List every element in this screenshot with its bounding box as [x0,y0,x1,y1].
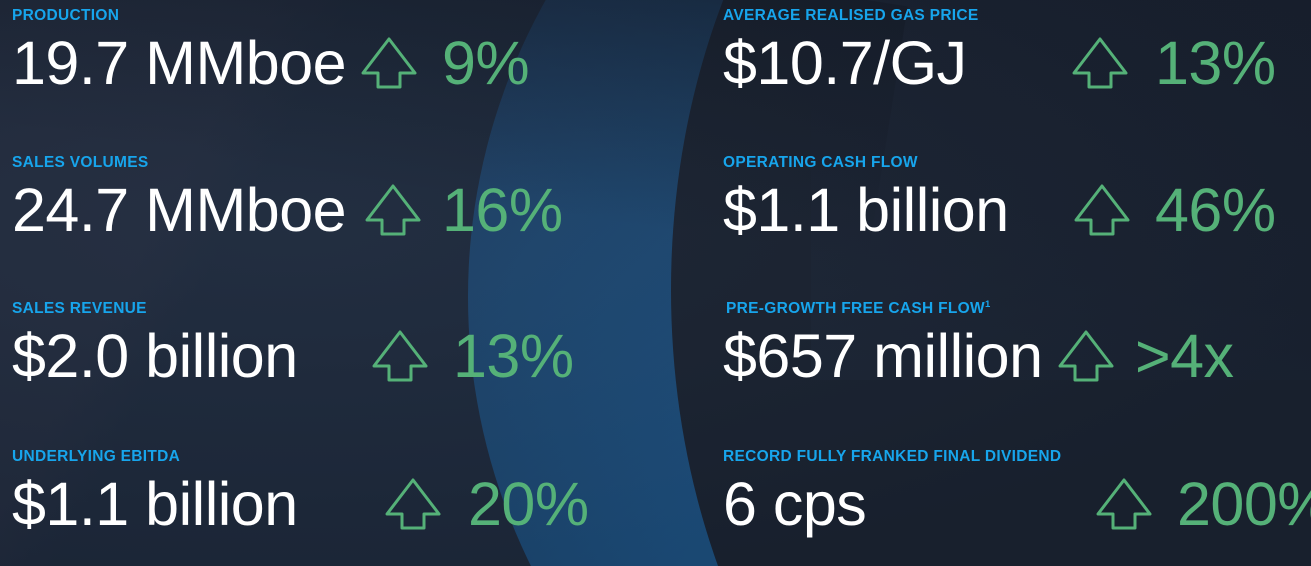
up-arrow-icon [361,37,417,89]
metric-row-production: 19.7 MMboe 9% [12,28,530,97]
metric-value-production: 19.7 MMboe [12,28,347,97]
metric-record-fully-franked-final-dividend: RECORD FULLY FRANKED FINAL DIVIDEND 6 cp… [723,449,1311,537]
metric-value-sales-revenue: $2.0 billion [12,321,298,390]
metric-underlying-ebitda: UNDERLYING EBITDA $1.1 billion 20% [12,449,589,537]
metric-average-realised-gas-price: AVERAGE REALISED GAS PRICE $10.7/GJ 13% [723,8,1276,96]
metric-label-production: PRODUCTION [12,7,120,24]
metric-change-pre-growth-free-cash-flow: >4x [1135,321,1234,390]
up-arrow-icon [365,184,421,236]
metric-sales-volumes: SALES VOLUMES 24.7 MMboe 16% [12,155,563,243]
metric-value-operating-cash-flow: $1.1 billion [723,175,1009,244]
metric-change-average-realised-gas-price: 13% [1155,28,1276,97]
metric-label-average-realised-gas-price: AVERAGE REALISED GAS PRICE [723,7,979,24]
metric-row-record-fully-franked-final-dividend: 6 cps 200% [723,469,1311,538]
up-arrow-icon [385,478,441,530]
metric-row-pre-growth-free-cash-flow: $657 million >4x [723,321,1234,390]
metric-label-operating-cash-flow: OPERATING CASH FLOW [723,154,918,171]
metric-value-average-realised-gas-price: $10.7/GJ [723,28,967,97]
metric-value-underlying-ebitda: $1.1 billion [12,469,298,538]
metric-pre-growth-free-cash-flow: PRE-GROWTH FREE CASH FLOW1 $657 million … [723,298,1234,390]
metric-production: PRODUCTION 19.7 MMboe 9% [12,7,530,97]
up-arrow-icon [1072,37,1128,89]
metric-value-record-fully-franked-final-dividend: 6 cps [723,469,867,538]
footnote-marker: 1 [984,298,991,310]
metric-label-record-fully-franked-final-dividend: RECORD FULLY FRANKED FINAL DIVIDEND [723,448,1062,465]
metric-label-sales-volumes: SALES VOLUMES [12,154,149,171]
metric-value-sales-volumes: 24.7 MMboe [12,175,347,244]
metric-label-underlying-ebitda: UNDERLYING EBITDA [12,448,181,465]
metric-sales-revenue: SALES REVENUE $2.0 billion 13% [12,301,574,389]
up-arrow-icon [1096,478,1152,530]
metric-row-underlying-ebitda: $1.1 billion 20% [12,469,589,538]
metric-operating-cash-flow: OPERATING CASH FLOW $1.1 billion 46% [723,155,1276,243]
up-arrow-icon [1058,330,1114,382]
metric-change-operating-cash-flow: 46% [1155,175,1276,244]
metric-label-text: PRE-GROWTH FREE CASH FLOW [726,300,985,317]
metric-row-sales-volumes: 24.7 MMboe 16% [12,175,563,244]
metric-row-operating-cash-flow: $1.1 billion 46% [723,175,1276,244]
up-arrow-icon [1074,184,1130,236]
metric-change-sales-revenue: 13% [453,321,574,390]
metric-row-average-realised-gas-price: $10.7/GJ 13% [723,28,1276,97]
metric-row-sales-revenue: $2.0 billion 13% [12,321,574,390]
metric-value-pre-growth-free-cash-flow: $657 million [723,321,1043,390]
metric-change-production: 9% [442,28,530,97]
metric-change-record-fully-franked-final-dividend: 200% [1177,469,1311,538]
metric-label-pre-growth-free-cash-flow: PRE-GROWTH FREE CASH FLOW1 [723,298,1234,317]
metric-change-sales-volumes: 16% [442,175,563,244]
up-arrow-icon [372,330,428,382]
metric-change-underlying-ebitda: 20% [468,469,589,538]
metric-label-sales-revenue: SALES REVENUE [12,300,147,317]
